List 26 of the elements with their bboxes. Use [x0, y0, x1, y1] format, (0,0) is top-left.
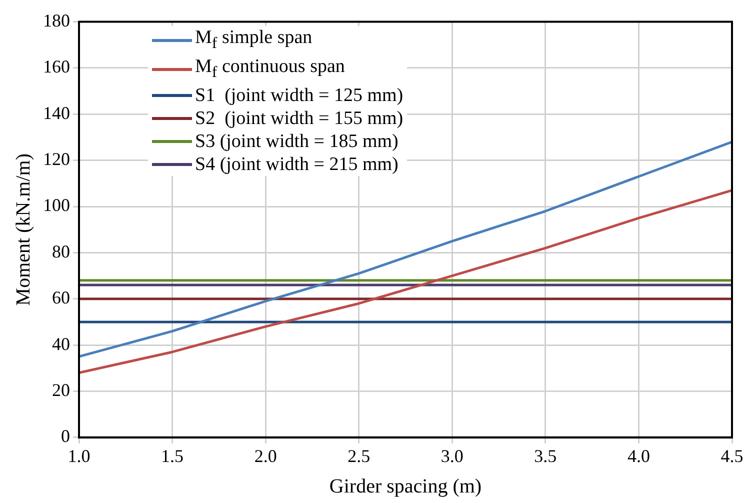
y-tick-label: 40 — [52, 334, 70, 354]
x-tick-label: 2.5 — [348, 446, 370, 466]
y-tick-label: 100 — [43, 195, 70, 216]
x-tick-label: 3.5 — [534, 446, 557, 466]
y-tick-label: 160 — [43, 56, 70, 77]
y-tick-label: 60 — [52, 288, 70, 308]
x-axis-title: Girder spacing (m) — [329, 475, 482, 498]
y-axis-title: Moment (kN.m/m) — [12, 153, 34, 306]
x-tick-label: 1.5 — [161, 446, 184, 466]
y-tick-label: 120 — [43, 149, 70, 170]
y-tick-label: 20 — [52, 380, 70, 400]
legend-label: M$_{f}$ continuous span — [195, 54, 345, 83]
x-tick-label: 4.5 — [720, 446, 744, 466]
legend-label: S3 (joint width = 185 mm) — [195, 130, 398, 153]
y-tick-label: 180 — [43, 10, 70, 31]
legend-label: M$_{f}$ simple span — [195, 26, 312, 54]
legend-label: S4 (joint width = 215 mm) — [195, 152, 398, 176]
y-tick-label: 80 — [52, 241, 70, 262]
x-tick-label: 4.0 — [627, 446, 650, 466]
x-tick-label: 2.0 — [254, 446, 277, 466]
x-tick-label: 3.0 — [440, 446, 464, 466]
y-tick-label: 0 — [61, 426, 70, 446]
y-tick-label: 140 — [43, 102, 70, 123]
legend-label: S1 (joint width = 125 mm) — [195, 84, 404, 107]
legend-label: S2 (joint width = 155 mm) — [195, 106, 404, 130]
x-tick-label: 1.0 — [68, 446, 90, 466]
